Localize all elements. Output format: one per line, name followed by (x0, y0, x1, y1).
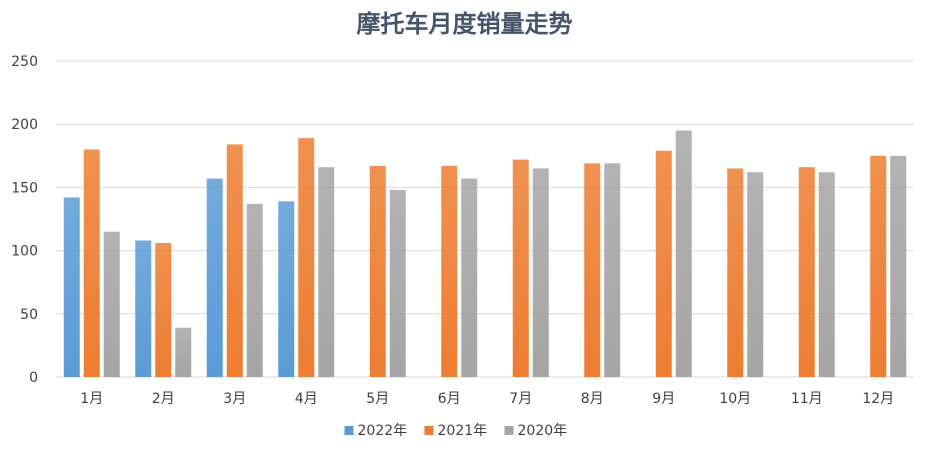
bar-2020年-9月 (675, 130, 692, 377)
x-tick-label: 4月 (295, 391, 318, 407)
legend-label: 2021年 (438, 423, 488, 439)
bar-2020年-1月 (103, 231, 120, 377)
bar-2022年-4月 (278, 201, 295, 377)
x-tick-label: 10月 (719, 391, 751, 407)
bar-2020年-11月 (818, 172, 835, 377)
bar-2021年-9月 (655, 150, 672, 377)
bar-2021年-5月 (369, 165, 386, 377)
y-tick-label: 150 (11, 180, 38, 196)
x-tick-label: 6月 (438, 391, 461, 407)
bar-2022年-3月 (206, 178, 223, 377)
bar-2020年-5月 (389, 189, 406, 377)
bar-2020年-8月 (604, 163, 621, 377)
x-tick-label: 9月 (652, 391, 675, 407)
x-tick-label: 8月 (581, 391, 604, 407)
x-tick-label: 2月 (152, 391, 175, 407)
bar-2021年-11月 (798, 167, 815, 377)
legend-label: 2020年 (518, 423, 568, 439)
bar-2021年-10月 (727, 168, 744, 377)
bar-2021年-7月 (512, 159, 529, 377)
legend-swatch (504, 426, 514, 435)
x-tick-label: 3月 (223, 391, 246, 407)
x-tick-label: 7月 (509, 391, 532, 407)
bar-2020年-2月 (175, 327, 192, 377)
y-axis-ticks: 0 50 100 150 200 250 (11, 54, 38, 386)
bar-2020年-12月 (890, 155, 907, 377)
x-axis-ticks: 1月 2月 3月 4月 5月 6月 7月 8月 9月 10月 11月 12月 (80, 391, 894, 407)
legend-swatch (424, 426, 434, 435)
bar-2021年-1月 (83, 149, 100, 377)
bar-2021年-8月 (584, 163, 601, 377)
bar-2021年-6月 (441, 165, 458, 377)
x-tick-label: 5月 (366, 391, 389, 407)
bar-2020年-7月 (532, 168, 549, 377)
bar-2022年-2月 (135, 240, 152, 377)
bar-2021年-12月 (870, 155, 887, 377)
y-tick-label: 200 (11, 117, 38, 133)
bar-2020年-3月 (246, 203, 263, 377)
x-tick-label: 1月 (80, 391, 103, 407)
y-tick-label: 50 (20, 307, 38, 323)
y-tick-label: 100 (11, 244, 38, 260)
bar-2022年-1月 (63, 197, 80, 377)
legend-swatch (344, 426, 354, 435)
bar-2020年-6月 (461, 178, 478, 377)
y-tick-label: 0 (29, 370, 38, 386)
bar-2021年-3月 (226, 144, 243, 377)
y-tick-label: 250 (11, 54, 38, 70)
x-tick-label: 11月 (791, 391, 823, 407)
legend-label: 2022年 (358, 423, 408, 439)
bar-2020年-10月 (747, 172, 764, 377)
bar-2021年-2月 (155, 243, 172, 377)
bar-2020年-4月 (318, 167, 335, 377)
bar-2021年-4月 (298, 138, 315, 377)
gridlines (56, 60, 914, 378)
chart-title: 摩托车月度销量走势 (356, 10, 573, 38)
x-tick-label: 12月 (862, 391, 894, 407)
legend: 2022年 2021年 2020年 (344, 423, 568, 439)
bars (63, 130, 907, 377)
